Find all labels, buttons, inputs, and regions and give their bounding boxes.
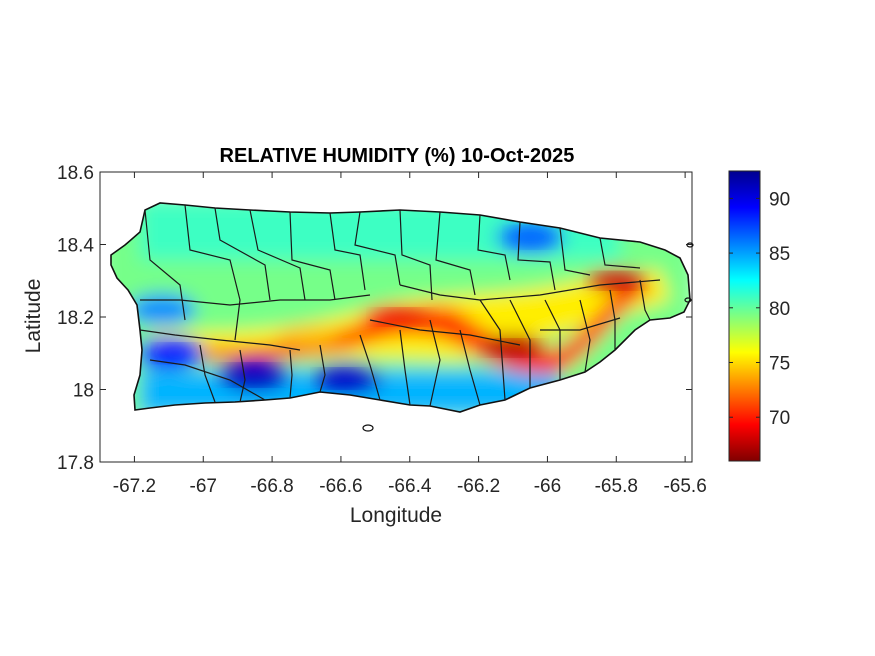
municipality-boundary — [139, 329, 301, 351]
y-tick-label: 18.4 — [57, 236, 94, 257]
municipality-boundary — [369, 319, 521, 346]
humidity-extreme-6 — [510, 228, 551, 247]
municipality-boundary — [329, 212, 366, 291]
x-tick-label: -65.8 — [595, 476, 638, 497]
municipality-boundary — [239, 349, 246, 403]
x-axis-label: Longitude — [350, 504, 442, 527]
y-tick-label: 18.2 — [57, 308, 94, 329]
y-tick-label: 18.6 — [57, 163, 94, 184]
colorbar-tick-label: 85 — [769, 244, 790, 265]
x-tick-label: -65.6 — [663, 476, 706, 497]
municipality-boundary — [399, 209, 433, 301]
municipality-boundary — [289, 349, 293, 399]
x-tick-label: -66.4 — [388, 476, 432, 497]
humidity-extreme-0 — [223, 366, 280, 384]
y-tick-label: 18 — [73, 381, 94, 402]
colorbar: 70 75 80 85 90 — [728, 170, 790, 462]
humidity-extreme-4 — [376, 310, 429, 324]
municipality-boundary — [459, 329, 481, 406]
municipality-boundary — [354, 211, 401, 286]
map-axes: -67.2 -67 -66.8 -66.6 -66.4 -66.2 -66 -65.8 -65.… — [57, 163, 707, 497]
islet — [362, 424, 374, 432]
x-tick-label: -66.6 — [319, 476, 362, 497]
colorbar-tick-label: 70 — [769, 408, 790, 429]
municipality-boundary — [140, 294, 371, 306]
y-axis-label: Latitude — [22, 279, 45, 354]
municipality-boundary — [289, 211, 336, 301]
humidity-feature-2 — [276, 324, 337, 347]
municipality-boundary — [559, 227, 591, 276]
colorbar-tick-label: 80 — [769, 299, 790, 320]
municipality-boundary — [319, 344, 326, 393]
municipality-boundary — [399, 279, 661, 301]
municipality-boundary — [599, 237, 641, 269]
x-tick-label: -66.8 — [250, 476, 293, 497]
humidity-extreme-3 — [487, 340, 540, 355]
x-tick-label: -67 — [190, 476, 217, 497]
humidity-extreme-2 — [157, 345, 194, 362]
municipality-boundary — [429, 319, 441, 407]
colorbar-tick-label: 90 — [769, 189, 790, 210]
x-axis-ticks: -67.2 -67 -66.8 -66.6 -66.4 -66.2 -66 -65.8 -65.… — [113, 172, 707, 497]
x-tick-label: -67.2 — [113, 476, 156, 497]
municipality-boundary — [144, 209, 186, 321]
municipality-boundary — [435, 211, 476, 296]
municipality-boundary — [479, 299, 506, 401]
municipality-boundary — [579, 299, 591, 373]
colorbar-ticks: 70 75 80 85 90 — [729, 189, 790, 429]
x-tick-label: -66.2 — [457, 476, 500, 497]
humidity-feature-8 — [127, 293, 196, 326]
municipality-boundary — [509, 299, 531, 388]
colorbar-gradient — [728, 170, 761, 462]
municipality-boundary — [540, 317, 621, 331]
colorbar-tick-label: 75 — [769, 354, 790, 375]
municipality-boundary — [359, 334, 381, 401]
chart-title: RELATIVE HUMIDITY (%) 10-Oct-2025 — [220, 145, 575, 167]
islet — [684, 297, 692, 303]
municipality-boundary — [249, 209, 306, 301]
humidity-extremes — [157, 228, 641, 387]
municipality-boundary — [199, 344, 216, 403]
municipality-boundaries — [139, 204, 661, 407]
municipality-boundary — [214, 207, 271, 301]
municipality-boundary — [517, 221, 556, 291]
municipality-boundary — [149, 359, 266, 401]
municipality-boundary — [639, 279, 651, 321]
municipality-boundary — [184, 204, 241, 341]
municipality-boundary — [399, 329, 411, 406]
y-tick-label: 17.8 — [57, 453, 94, 474]
humidity-extreme-1 — [318, 370, 363, 387]
x-tick-label: -66 — [534, 476, 561, 497]
municipality-boundary — [477, 214, 511, 281]
y-axis-ticks: 17.8 18 18.2 18.4 18.6 — [57, 163, 692, 474]
